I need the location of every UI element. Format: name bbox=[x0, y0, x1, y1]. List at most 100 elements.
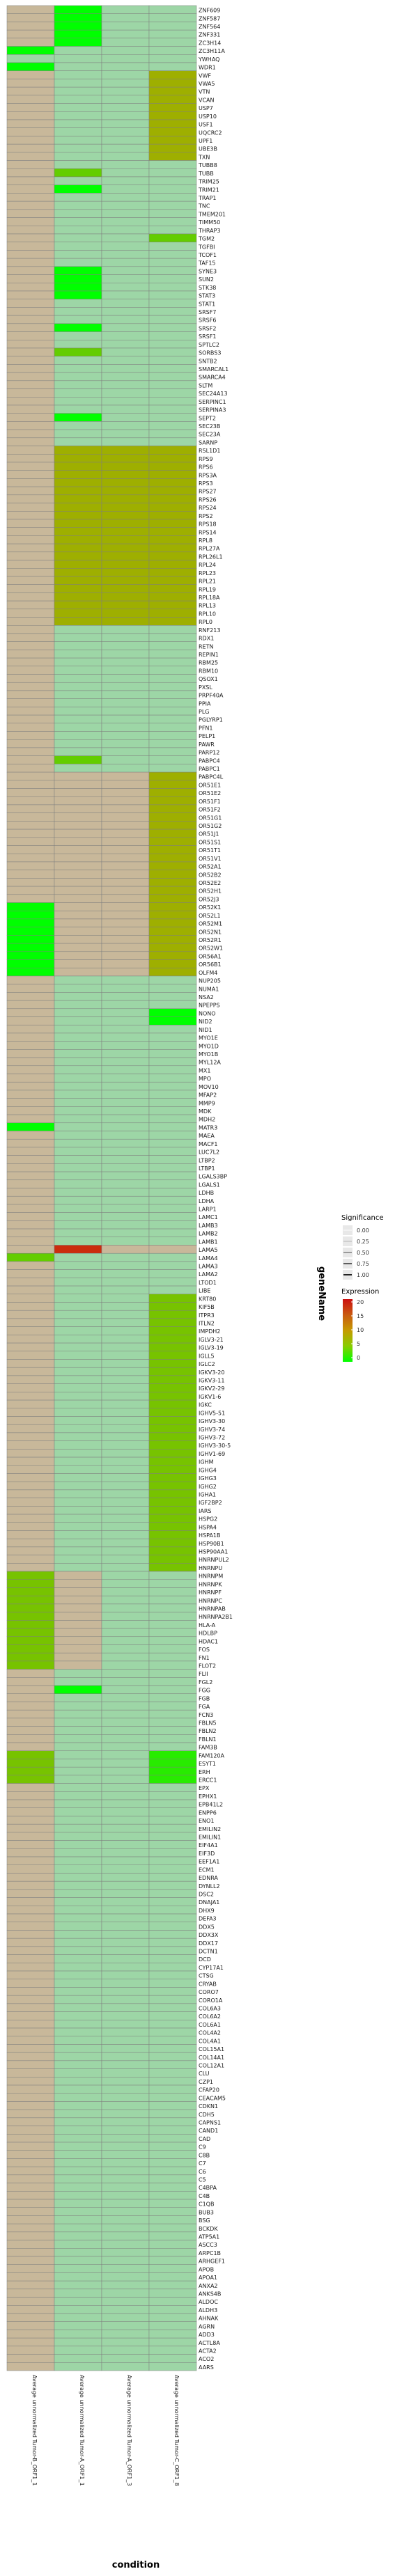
heatmap-cell bbox=[54, 1163, 102, 1172]
row-label: CTSG bbox=[199, 1973, 214, 1979]
heatmap-cell bbox=[101, 1302, 150, 1311]
heatmap-cell bbox=[101, 2313, 150, 2322]
row-label: OR51V1 bbox=[199, 856, 222, 862]
heatmap-cell bbox=[101, 1702, 150, 1711]
heatmap-cell bbox=[148, 1310, 197, 1319]
row-label: RPL21 bbox=[199, 579, 216, 585]
heatmap-cell bbox=[101, 1155, 150, 1164]
heatmap-cell bbox=[101, 967, 150, 977]
heatmap-cell bbox=[54, 943, 102, 952]
heatmap-cell bbox=[101, 2166, 150, 2176]
heatmap-cell bbox=[148, 2321, 197, 2330]
row-label: SERPINC1 bbox=[199, 399, 226, 405]
heatmap-cell bbox=[6, 747, 55, 756]
heatmap-cell bbox=[6, 2288, 55, 2298]
row-label: CFAP20 bbox=[199, 2087, 219, 2094]
heatmap-cell bbox=[54, 1979, 102, 1988]
heatmap-cell bbox=[148, 886, 197, 895]
heatmap-cell bbox=[6, 79, 55, 88]
heatmap-cell bbox=[148, 870, 197, 879]
heatmap-cell bbox=[148, 1987, 197, 1996]
heatmap-cell bbox=[101, 494, 150, 503]
heatmap-cell bbox=[101, 1546, 150, 1555]
heatmap-cell bbox=[148, 184, 197, 194]
heatmap-cell bbox=[6, 1179, 55, 1188]
heatmap-cell bbox=[6, 1807, 55, 1816]
heatmap-cell bbox=[6, 486, 55, 496]
heatmap-cell bbox=[54, 388, 102, 398]
heatmap-cell bbox=[54, 405, 102, 414]
heatmap-cell bbox=[6, 1979, 55, 1988]
heatmap-cell bbox=[148, 527, 197, 536]
heatmap-cell bbox=[148, 152, 197, 161]
heatmap-cell bbox=[54, 86, 102, 96]
heatmap-cell bbox=[148, 168, 197, 178]
heatmap-cell bbox=[6, 2354, 55, 2363]
row-label: DDX3X bbox=[199, 1932, 219, 1938]
row-label: ADD3 bbox=[199, 2332, 215, 2338]
heatmap-cell bbox=[54, 494, 102, 503]
row-label: SRSF1 bbox=[199, 333, 216, 340]
heatmap-cell bbox=[6, 446, 55, 455]
heatmap-cell bbox=[148, 1057, 197, 1067]
heatmap-cell bbox=[148, 22, 197, 31]
heatmap-cell bbox=[6, 1090, 55, 1099]
heatmap-cell bbox=[148, 2150, 197, 2159]
heatmap-cell bbox=[101, 796, 150, 806]
heatmap-cell bbox=[6, 714, 55, 724]
heatmap-cell bbox=[148, 95, 197, 104]
heatmap-cell bbox=[54, 1024, 102, 1034]
heatmap-cell bbox=[101, 62, 150, 71]
heatmap-cell bbox=[6, 1481, 55, 1491]
heatmap-cell bbox=[148, 2052, 197, 2061]
heatmap-cell bbox=[101, 1693, 150, 1702]
row-label: IGHV3-30 bbox=[199, 1418, 225, 1424]
heatmap-cell bbox=[54, 2183, 102, 2192]
heatmap-cell bbox=[148, 1979, 197, 1988]
heatmap-cell bbox=[54, 812, 102, 822]
heatmap-cell bbox=[6, 1644, 55, 1654]
heatmap-cell bbox=[54, 527, 102, 536]
row-label: LDHB bbox=[199, 1190, 214, 1196]
heatmap-cell bbox=[54, 1481, 102, 1491]
heatmap-cell bbox=[101, 1783, 150, 1792]
heatmap-cell bbox=[6, 1620, 55, 1629]
row-label: MAEA bbox=[199, 1133, 215, 1139]
row-label: CEACAM5 bbox=[199, 2095, 226, 2101]
heatmap-cell bbox=[148, 2077, 197, 2086]
heatmap-cell bbox=[101, 1481, 150, 1491]
heatmap-cell bbox=[148, 2011, 197, 2020]
heatmap-cell bbox=[101, 176, 150, 185]
heatmap-cell bbox=[6, 1147, 55, 1156]
heatmap-cell bbox=[148, 796, 197, 806]
heatmap-cell bbox=[54, 1880, 102, 1890]
heatmap-cell bbox=[101, 1889, 150, 1898]
heatmap-cell bbox=[6, 1913, 55, 1922]
heatmap-cell bbox=[6, 372, 55, 382]
row-label: TCOF1 bbox=[198, 252, 217, 258]
heatmap-cell bbox=[54, 1897, 102, 1906]
heatmap-cell bbox=[148, 535, 197, 544]
heatmap-cell bbox=[54, 560, 102, 569]
heatmap-cell bbox=[6, 1392, 55, 1401]
heatmap-cell bbox=[101, 2003, 150, 2012]
row-label: TIMM50 bbox=[198, 219, 220, 226]
heatmap-cell bbox=[54, 935, 102, 944]
heatmap-cell bbox=[148, 1587, 197, 1596]
heatmap-cell bbox=[148, 1856, 197, 1865]
heatmap-cell bbox=[101, 1252, 150, 1262]
heatmap-cell bbox=[54, 176, 102, 185]
heatmap-cell bbox=[6, 1278, 55, 1287]
heatmap-cell bbox=[148, 2215, 197, 2224]
heatmap-cell bbox=[101, 1392, 150, 1401]
row-label: MACF1 bbox=[199, 1141, 218, 1147]
heatmap-cell bbox=[148, 2272, 197, 2282]
heatmap-cell bbox=[54, 1008, 102, 1017]
heatmap-cell bbox=[6, 2052, 55, 2061]
heatmap-cell bbox=[148, 1946, 197, 1955]
heatmap-cell bbox=[54, 1685, 102, 1695]
heatmap-cell bbox=[148, 1612, 197, 1621]
heatmap-cell bbox=[54, 226, 102, 235]
heatmap-cell bbox=[54, 250, 102, 259]
heatmap-cell bbox=[6, 193, 55, 202]
